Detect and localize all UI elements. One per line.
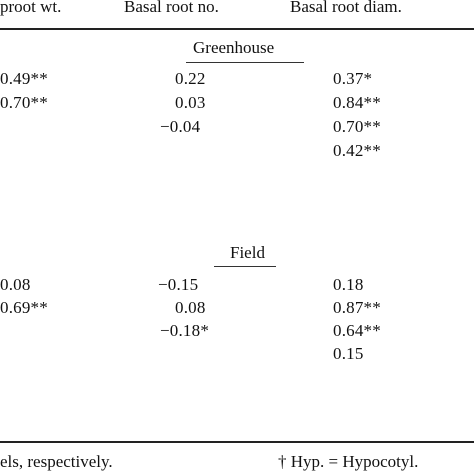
table-cell: 0.42** bbox=[333, 141, 381, 160]
section-rule-field bbox=[214, 266, 276, 268]
table-cell: 0.03 bbox=[175, 93, 206, 112]
table-cell: 0.64** bbox=[333, 321, 381, 340]
table-cell: −0.04 bbox=[160, 117, 201, 136]
table-cell: 0.15 bbox=[333, 344, 364, 363]
table-cell: −0.18* bbox=[160, 321, 210, 340]
header-proot-wt: proot wt. bbox=[0, 0, 62, 16]
table-cell: 0.22 bbox=[175, 69, 206, 88]
table-cell: 0.87** bbox=[333, 298, 381, 317]
table-cell: −0.15 bbox=[158, 275, 199, 294]
section-title-field: Field bbox=[230, 243, 265, 262]
table-cell: 0.70** bbox=[0, 93, 48, 112]
table-cell: 0.08 bbox=[0, 275, 31, 294]
footnote-left: els, respectively. bbox=[0, 452, 113, 471]
table-cell: 0.08 bbox=[175, 298, 206, 317]
footnote-right: † Hyp. = Hypocotyl. bbox=[278, 452, 419, 471]
table-cell: 0.69** bbox=[0, 298, 48, 317]
header-rule bbox=[0, 28, 474, 30]
header-basal-root-diam: Basal root diam. bbox=[290, 0, 402, 16]
table-cell: 0.84** bbox=[333, 93, 381, 112]
section-title-greenhouse: Greenhouse bbox=[193, 38, 275, 57]
section-rule-greenhouse bbox=[186, 62, 304, 64]
header-basal-root-no: Basal root no. bbox=[124, 0, 219, 16]
table-cell: 0.18 bbox=[333, 275, 364, 294]
table-cell: 0.37* bbox=[333, 69, 373, 88]
table-cell: 0.70** bbox=[333, 117, 381, 136]
table-cell: 0.49** bbox=[0, 69, 48, 88]
bottom-rule bbox=[0, 441, 474, 443]
